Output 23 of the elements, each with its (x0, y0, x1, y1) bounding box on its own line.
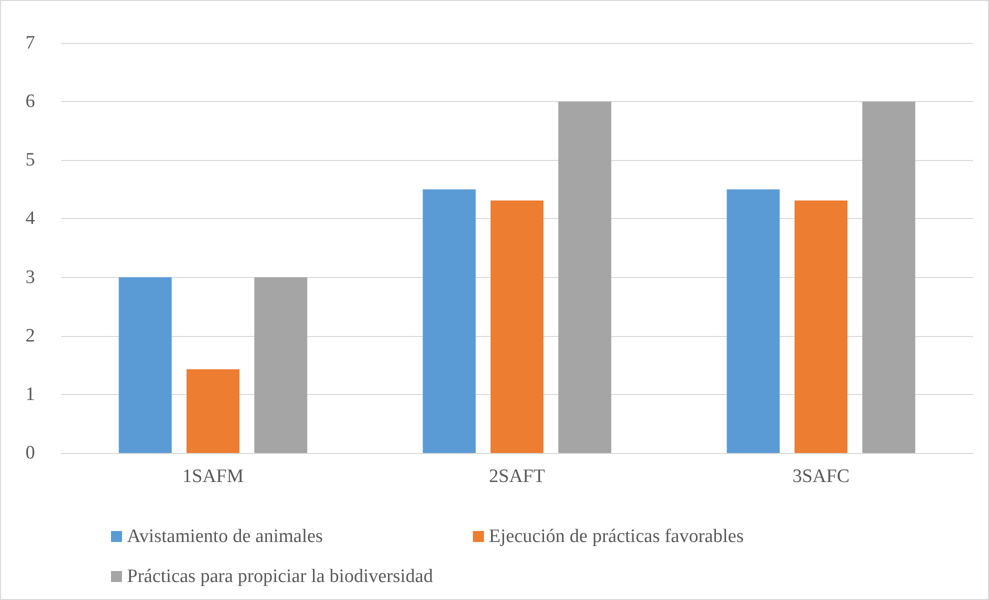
x-tick-label: 2SAFT (489, 466, 546, 487)
x-tick-label: 3SAFC (792, 466, 850, 487)
bar (862, 102, 916, 453)
legend-label: Ejecución de prácticas favorables (488, 526, 744, 547)
y-tick-label: 5 (26, 150, 35, 171)
legend-label: Avistamiento de animales (127, 526, 323, 547)
y-tick-label: 7 (26, 32, 35, 54)
y-tick-label: 1 (26, 384, 35, 405)
bar (490, 200, 544, 453)
y-tick-label: 6 (26, 91, 35, 112)
bar (118, 277, 172, 453)
legend-label: Prácticas para propiciar la biodiversidad (127, 566, 434, 587)
bar (186, 369, 240, 453)
bar (254, 277, 308, 453)
y-tick-label: 3 (26, 266, 35, 288)
y-tick-label: 4 (26, 208, 36, 230)
bar (422, 189, 476, 453)
y-tick-label: 2 (26, 325, 35, 346)
y-tick-label: 0 (26, 442, 35, 464)
bar (794, 200, 848, 453)
bar (726, 189, 780, 453)
x-tick-label: 1SAFM (182, 466, 244, 487)
bar (558, 102, 612, 453)
